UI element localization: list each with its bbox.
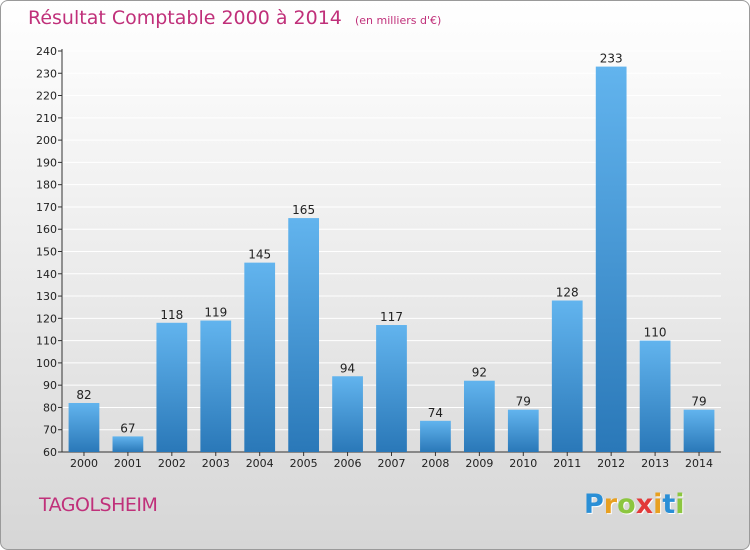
y-tick-label: 90 xyxy=(43,379,57,392)
y-tick-label: 200 xyxy=(36,134,57,147)
bar-2007 xyxy=(376,325,407,452)
data-label-2003: 119 xyxy=(204,306,227,320)
x-tick-label-2008: 2008 xyxy=(421,457,449,470)
chart-title: Résultat Comptable 2000 à 2014 xyxy=(28,7,342,29)
data-label-2006: 94 xyxy=(340,361,355,375)
data-label-2004: 145 xyxy=(248,248,271,262)
y-tick-label: 240 xyxy=(36,45,57,58)
x-tick-label-2003: 2003 xyxy=(202,457,230,470)
logo-letter: i xyxy=(653,489,663,520)
bar-2011 xyxy=(551,300,583,452)
x-tick-label-2002: 2002 xyxy=(158,457,186,470)
bar-2014 xyxy=(683,409,715,452)
y-tick-label: 150 xyxy=(36,246,57,259)
x-tick-label-2009: 2009 xyxy=(465,457,493,470)
logo-letter: r xyxy=(603,489,618,520)
data-label-2000: 82 xyxy=(76,388,91,402)
bar-2013 xyxy=(639,340,671,452)
x-tick-label-2010: 2010 xyxy=(509,457,537,470)
x-tick-labels: 2000 2001 2002 2003 2004 2005 2006 2007 2008 2009… xyxy=(70,457,713,470)
y-tick-label: 210 xyxy=(36,112,57,125)
bar-2010 xyxy=(507,409,539,452)
logo-letter: t xyxy=(662,489,676,520)
proxiti-logo: Proxiti xyxy=(584,489,685,520)
bars xyxy=(68,66,715,452)
logo-letter: i xyxy=(675,489,685,520)
bar-2009 xyxy=(463,380,495,452)
data-label-2014: 79 xyxy=(691,395,706,409)
bar-2005 xyxy=(288,218,320,452)
x-tick-label-2006: 2006 xyxy=(334,457,362,470)
y-tick-label: 120 xyxy=(36,312,57,325)
bar-2008 xyxy=(420,420,451,452)
y-tick-label: 70 xyxy=(43,424,57,437)
y-tick-label: 140 xyxy=(36,268,57,281)
data-label-2008: 74 xyxy=(428,406,443,420)
data-label-2012: 233 xyxy=(600,52,623,66)
data-label-2007: 117 xyxy=(380,310,403,324)
logo-letter: P xyxy=(584,489,604,520)
logo-letter: o xyxy=(617,489,636,520)
y-tick-label: 160 xyxy=(36,223,57,236)
y-tick-label: 100 xyxy=(36,357,57,370)
y-tick-label: 170 xyxy=(36,201,57,214)
y-tick-label: 230 xyxy=(36,67,57,80)
y-tick-label: 190 xyxy=(36,156,57,169)
x-tick-label-2014: 2014 xyxy=(685,457,713,470)
y-tick-label: 130 xyxy=(36,290,57,303)
data-labels: 82 67 118 119 145 165 94 117 74 92 79 128 233 110 79 xyxy=(76,52,706,436)
x-tick-label-2012: 2012 xyxy=(597,457,625,470)
y-tick-label: 60 xyxy=(43,446,57,459)
data-label-2011: 128 xyxy=(556,286,579,300)
bar-2000 xyxy=(68,402,100,452)
x-tick-label-2011: 2011 xyxy=(553,457,581,470)
data-label-2013: 110 xyxy=(644,326,667,340)
data-label-2010: 79 xyxy=(516,395,531,409)
y-tick-label: 180 xyxy=(36,179,57,192)
x-tick-label-2013: 2013 xyxy=(641,457,669,470)
data-label-2001: 67 xyxy=(120,421,135,435)
x-tick-label-2001: 2001 xyxy=(114,457,142,470)
y-tick-labels: 60 70 80 90 100 110 120 130 140 150 160 170 180 190 20… xyxy=(36,45,57,459)
x-tick-label-2004: 2004 xyxy=(246,457,274,470)
bar-2001 xyxy=(112,436,144,452)
y-tick-label: 80 xyxy=(43,401,57,414)
bar-2003 xyxy=(200,320,232,452)
data-label-2005: 165 xyxy=(292,203,315,217)
y-tick-label: 220 xyxy=(36,90,57,103)
x-tick-label-2000: 2000 xyxy=(70,457,98,470)
x-tick-label-2007: 2007 xyxy=(378,457,406,470)
unit-note: (en milliers d'€) xyxy=(354,14,442,27)
x-tick-label-2005: 2005 xyxy=(290,457,318,470)
city-name: TAGOLSHEIM xyxy=(39,494,158,516)
title-row: Résultat Comptable 2000 à 2014 (en milli… xyxy=(28,7,441,29)
logo-letter: x xyxy=(635,489,654,520)
data-label-2009: 92 xyxy=(472,366,487,380)
bar-2002 xyxy=(156,322,188,452)
bar-2006 xyxy=(332,376,363,452)
data-label-2002: 118 xyxy=(160,308,183,322)
y-tick-label: 110 xyxy=(36,335,57,348)
bar-2012 xyxy=(595,66,627,452)
bar-2004 xyxy=(244,262,276,452)
